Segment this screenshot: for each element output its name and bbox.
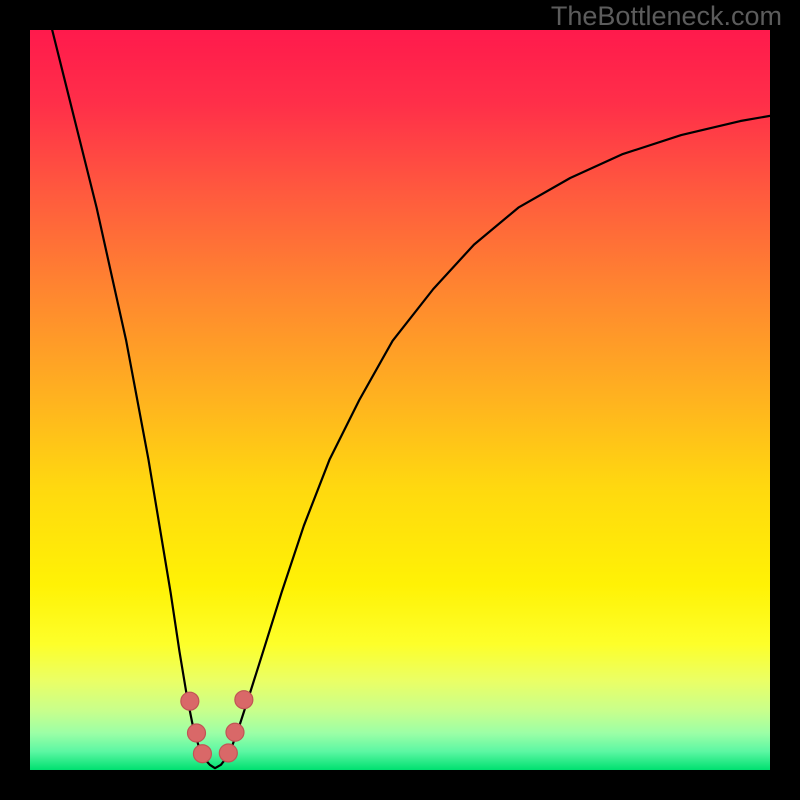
chart-frame: TheBottleneck.com [0, 0, 800, 800]
curve-marker [181, 692, 199, 710]
gradient-background [30, 30, 770, 770]
curve-marker [235, 691, 253, 709]
curve-marker [219, 744, 237, 762]
plot-area [30, 30, 770, 770]
curve-marker [193, 745, 211, 763]
curve-marker [226, 723, 244, 741]
watermark-text: TheBottleneck.com [551, 1, 782, 32]
curve-marker [188, 724, 206, 742]
plot-svg [30, 30, 770, 770]
